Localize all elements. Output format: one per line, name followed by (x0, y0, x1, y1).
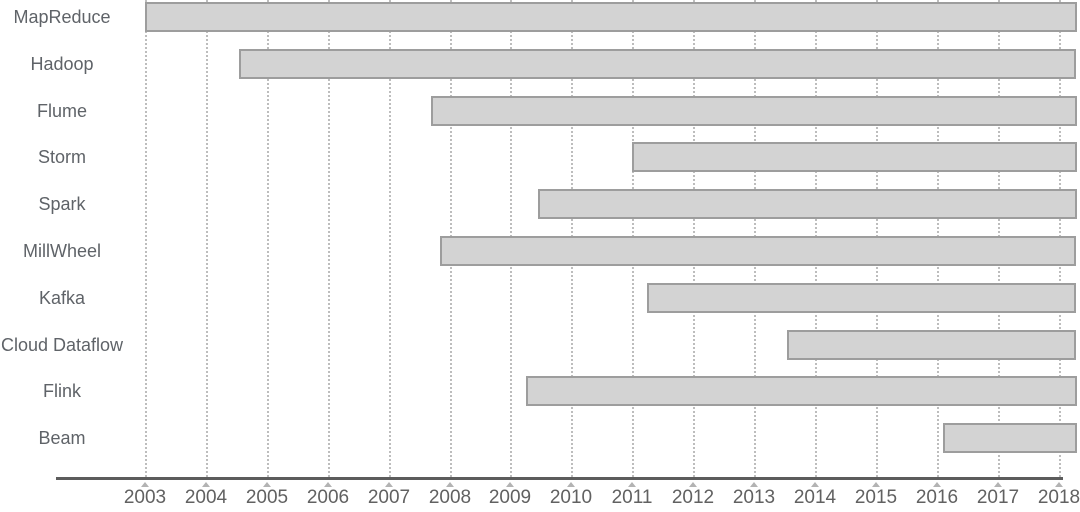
gridline-2005 (267, 0, 269, 477)
x-tick-marker-2007 (385, 482, 393, 487)
x-tick-label-2007: 2007 (367, 487, 411, 508)
x-tick-label-2014: 2014 (793, 487, 837, 508)
row-label-spark: Spark (38, 194, 86, 214)
timeline-bar-storm (632, 142, 1077, 172)
x-tick-marker-2016 (933, 482, 941, 487)
x-tick-marker-2008 (446, 482, 454, 487)
x-tick-label-2016: 2016 (915, 487, 959, 508)
x-tick-label-2013: 2013 (732, 487, 776, 508)
x-tick-marker-2010 (567, 482, 575, 487)
x-tick-label-2005: 2005 (245, 487, 289, 508)
x-tick-label-2011: 2011 (611, 487, 653, 508)
x-tick-marker-2004 (202, 482, 210, 487)
x-tick-label-2010: 2010 (549, 487, 593, 508)
x-tick-marker-2006 (324, 482, 332, 487)
timeline-bar-flink (526, 376, 1077, 406)
timeline-bar-beam (943, 423, 1077, 453)
row-label-storm: Storm (37, 147, 86, 167)
x-tick-marker-2013 (750, 482, 758, 487)
x-axis-line (56, 477, 1063, 480)
gridline-2004 (206, 0, 208, 477)
row-label-hadoop: Hadoop (30, 54, 94, 74)
row-label-cloud-dataflow: Cloud Dataflow (0, 335, 124, 355)
x-tick-marker-2012 (689, 482, 697, 487)
x-tick-label-2012: 2012 (671, 487, 715, 508)
x-tick-label-2003: 2003 (123, 487, 167, 508)
timeline-bar-millwheel (440, 236, 1076, 266)
x-tick-marker-2005 (263, 482, 271, 487)
x-tick-marker-2018 (1055, 482, 1063, 487)
x-tick-label-2015: 2015 (854, 487, 898, 508)
row-label-beam: Beam (38, 428, 86, 448)
row-label-kafka: Kafka (38, 288, 86, 308)
timeline-bar-mapreduce (145, 2, 1077, 32)
row-label-flume: Flume (36, 101, 87, 121)
timeline-bar-flume (431, 96, 1077, 126)
gridline-2006 (328, 0, 330, 477)
gridline-2007 (389, 0, 391, 477)
timeline-bar-cloud-dataflow (787, 330, 1076, 360)
row-label-mapreduce: MapReduce (13, 7, 111, 27)
timeline-bar-spark (538, 189, 1077, 219)
x-tick-marker-2015 (872, 482, 880, 487)
x-tick-label-2009: 2009 (488, 487, 532, 508)
x-tick-marker-2017 (994, 482, 1002, 487)
x-tick-label-2017: 2017 (976, 487, 1020, 508)
x-tick-label-2006: 2006 (306, 487, 350, 508)
gridline-2003 (145, 0, 147, 477)
x-tick-marker-2011 (628, 482, 636, 487)
x-tick-label-2018: 2018 (1037, 487, 1080, 508)
x-tick-marker-2014 (811, 482, 819, 487)
x-tick-marker-2003 (141, 482, 149, 487)
row-label-flink: Flink (42, 381, 81, 401)
x-tick-label-2008: 2008 (428, 487, 472, 508)
timeline-bar-kafka (647, 283, 1076, 313)
timeline-bar-hadoop (239, 49, 1076, 79)
x-tick-marker-2009 (506, 482, 514, 487)
x-tick-label-2004: 2004 (184, 487, 228, 508)
row-label-millwheel: MillWheel (22, 241, 101, 261)
